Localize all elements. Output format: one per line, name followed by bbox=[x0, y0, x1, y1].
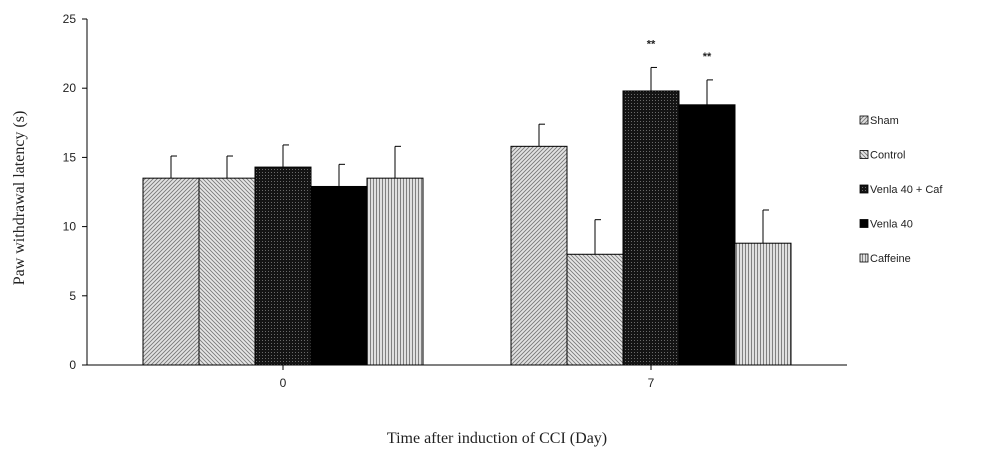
legend-swatch bbox=[859, 219, 869, 228]
legend-swatch bbox=[859, 253, 869, 263]
legend-swatch bbox=[859, 184, 869, 194]
bar-caffeine-day-0 bbox=[366, 177, 424, 366]
legend-label: Sham bbox=[870, 115, 899, 127]
bar-sham-day-7 bbox=[510, 145, 568, 366]
x-tick-label: 7 bbox=[648, 376, 655, 390]
bar-venla-40-day-0 bbox=[310, 185, 368, 366]
y-tick-label: 5 bbox=[69, 289, 76, 303]
significance-marker: ** bbox=[703, 51, 712, 63]
bar-control-day-0 bbox=[198, 177, 256, 366]
y-tick-label: 20 bbox=[63, 81, 77, 95]
legend-swatch bbox=[859, 115, 869, 125]
bar-caffeine-day-7 bbox=[734, 242, 792, 366]
bar-venla-40-day-7 bbox=[678, 104, 736, 366]
bar-venla-40-caf-day-7 bbox=[622, 90, 680, 366]
x-axis-title: Time after induction of CCI (Day) bbox=[387, 430, 607, 447]
y-tick-label: 0 bbox=[69, 358, 76, 372]
legend-label: Control bbox=[870, 150, 905, 162]
legend-label: Venla 40 + Caf bbox=[870, 184, 943, 196]
bar-venla-40-caf-day-0 bbox=[254, 166, 312, 366]
legend-swatch bbox=[859, 150, 869, 159]
significance-marker: ** bbox=[647, 38, 656, 50]
y-tick-label: 15 bbox=[63, 150, 77, 164]
y-axis-title: Paw withdrawal latency (s) bbox=[11, 111, 28, 286]
bar-control-day-7 bbox=[566, 253, 624, 366]
legend: Sham Control Venla 40 + Caf Venla 40 Caffein… bbox=[859, 115, 943, 265]
y-tick-label: 10 bbox=[63, 220, 77, 234]
legend-label: Caffeine bbox=[870, 253, 911, 265]
bar-sham-day-0 bbox=[142, 177, 200, 366]
y-tick-label: 25 bbox=[63, 12, 77, 26]
plot-area: 0 5 10 15 20 25 0 7 ** ** bbox=[63, 12, 847, 390]
legend-label: Venla 40 bbox=[870, 219, 913, 231]
x-tick-label: 0 bbox=[280, 376, 287, 390]
